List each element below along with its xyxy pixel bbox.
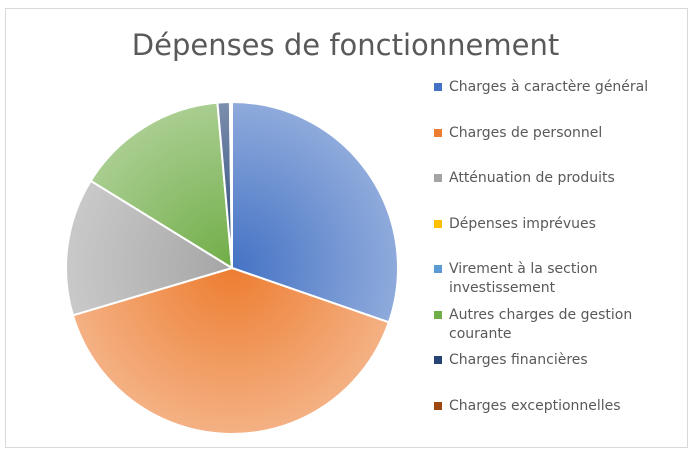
legend-item: Charges financières	[434, 351, 674, 370]
legend-label: Atténuation de produits	[449, 170, 615, 186]
legend-label: Charges de personnel	[449, 124, 603, 141]
pie-slice	[71, 266, 391, 435]
legend-swatch	[434, 265, 442, 273]
legend-item: Atténuation de produits	[434, 169, 674, 188]
legend-swatch	[434, 219, 442, 228]
legend-swatch	[434, 401, 442, 410]
legend-label: Autres charges de gestion courante	[449, 306, 633, 342]
pie-slice	[228, 100, 233, 269]
legend-item: Charges exceptionnelles	[434, 397, 674, 416]
legend-item: Autres charges de gestion courante	[434, 306, 674, 344]
legend-label: Dépenses imprévues	[449, 215, 596, 232]
legend-swatch	[434, 356, 442, 364]
pie-slice	[65, 179, 235, 317]
legend-item: Charges à caractère général	[434, 78, 674, 97]
legend-swatch	[434, 310, 442, 319]
legend-swatch	[434, 174, 442, 182]
pie-slice	[89, 101, 234, 270]
legend-swatch	[434, 128, 442, 137]
legend-label: Charges à caractère général	[449, 79, 649, 95]
legend-label: Virement à la section investissement	[449, 261, 598, 296]
legend-label: Charges exceptionnelles	[449, 397, 621, 414]
legend-item: Virement à la section investissement	[434, 260, 674, 298]
chart-title: Dépenses de fonctionnement	[131, 28, 560, 62]
legend-item: Charges de personnel	[434, 124, 674, 143]
legend-item: Dépenses imprévues	[434, 215, 674, 234]
legend-label: Charges financières	[449, 352, 588, 368]
pie-slice	[231, 100, 399, 324]
legend-swatch	[434, 83, 442, 91]
